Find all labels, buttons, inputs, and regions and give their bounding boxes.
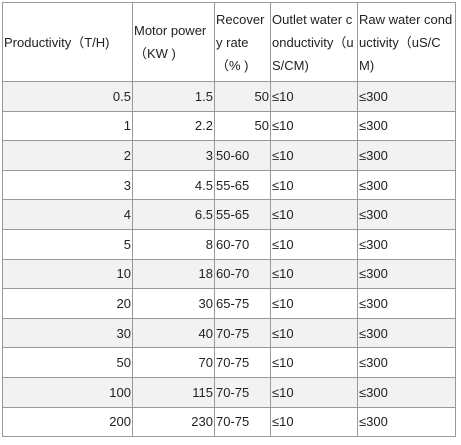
table-cell: ≤10 bbox=[270, 317, 358, 349]
table-cell: ≤300 bbox=[357, 81, 456, 112]
table-cell: 5 bbox=[2, 228, 133, 260]
table-cell: 0.5 bbox=[2, 81, 133, 112]
table-cell: 70-75 bbox=[214, 376, 271, 408]
table-row: 2 3 50-60 ≤10 ≤300 bbox=[2, 140, 456, 171]
table-cell: 70-75 bbox=[214, 317, 271, 349]
table-cell: ≤10 bbox=[270, 347, 358, 378]
table-cell: ≤10 bbox=[270, 406, 358, 438]
table-cell: ≤10 bbox=[270, 140, 358, 171]
table-cell: 10 bbox=[2, 258, 133, 290]
table-cell: ≤300 bbox=[357, 376, 456, 408]
table-cell: 55-65 bbox=[214, 199, 271, 230]
header-cell: Recovery rate（% ) bbox=[214, 2, 271, 82]
table-cell: ≤300 bbox=[357, 406, 456, 438]
table-cell: ≤300 bbox=[357, 317, 456, 349]
table-cell: 115 bbox=[132, 376, 215, 408]
table-cell: 70 bbox=[132, 347, 215, 378]
header-cell: Productivity（T/H) bbox=[2, 2, 133, 82]
table-cell: ≤10 bbox=[270, 258, 358, 290]
table-cell: 30 bbox=[2, 317, 133, 349]
table-cell: ≤10 bbox=[270, 228, 358, 260]
header-row: Productivity（T/H) Motor power（KW ) Recover… bbox=[2, 2, 456, 82]
table-cell: 100 bbox=[2, 376, 133, 408]
table-cell: 2.2 bbox=[132, 110, 215, 142]
table-cell: ≤300 bbox=[357, 169, 456, 201]
table-cell: 20 bbox=[2, 288, 133, 319]
table-cell: 6.5 bbox=[132, 199, 215, 230]
table-cell: ≤10 bbox=[270, 376, 358, 408]
table-cell: 3 bbox=[2, 169, 133, 201]
table-cell: ≤10 bbox=[270, 169, 358, 201]
table-cell: 30 bbox=[132, 288, 215, 319]
table-cell: 55-65 bbox=[214, 169, 271, 201]
table-row: 100 115 70-75 ≤10 ≤300 bbox=[2, 376, 456, 408]
table-cell: 200 bbox=[2, 406, 133, 438]
table-cell: ≤300 bbox=[357, 228, 456, 260]
table-cell: 230 bbox=[132, 406, 215, 438]
table-cell: 50-60 bbox=[214, 140, 271, 171]
table-cell: ≤300 bbox=[357, 288, 456, 319]
table-cell: 70-75 bbox=[214, 347, 271, 378]
table-cell: 1 bbox=[2, 110, 133, 142]
table-cell: 18 bbox=[132, 258, 215, 290]
table-cell: ≤10 bbox=[270, 199, 358, 230]
table-cell: ≤10 bbox=[270, 81, 358, 112]
table-cell: 3 bbox=[132, 140, 215, 171]
table-row: 200 230 70-75 ≤10 ≤300 bbox=[2, 406, 456, 438]
table-cell: 60-70 bbox=[214, 228, 271, 260]
table-row: 5 8 60-70 ≤10 ≤300 bbox=[2, 228, 456, 260]
table-row: 30 40 70-75 ≤10 ≤300 bbox=[2, 317, 456, 349]
table-cell: 40 bbox=[132, 317, 215, 349]
table-row: 3 4.5 55-65 ≤10 ≤300 bbox=[2, 169, 456, 201]
table-cell: 8 bbox=[132, 228, 215, 260]
table-row: 0.5 1.5 50 ≤10 ≤300 bbox=[2, 81, 456, 112]
table-cell: ≤10 bbox=[270, 110, 358, 142]
table-cell: 50 bbox=[214, 110, 271, 142]
header-cell: Outlet water conductivity（uS/CM) bbox=[270, 2, 358, 82]
table-row: 10 18 60-70 ≤10 ≤300 bbox=[2, 258, 456, 290]
spec-table: Productivity（T/H) Motor power（KW ) Recover… bbox=[2, 2, 456, 438]
header-cell: Motor power（KW ) bbox=[132, 2, 215, 82]
header-cell: Raw water conductivity（uS/CM) bbox=[357, 2, 456, 82]
table-row: 1 2.2 50 ≤10 ≤300 bbox=[2, 110, 456, 142]
table-row: 20 30 65-75 ≤10 ≤300 bbox=[2, 288, 456, 319]
table-cell: 50 bbox=[2, 347, 133, 378]
table-cell: ≤300 bbox=[357, 199, 456, 230]
table-cell: 70-75 bbox=[214, 406, 271, 438]
table-cell: 50 bbox=[214, 81, 271, 112]
table-body: Productivity（T/H) Motor power（KW ) Recover… bbox=[2, 2, 456, 438]
table-cell: 2 bbox=[2, 140, 133, 171]
table-cell: 4 bbox=[2, 199, 133, 230]
table-cell: 4.5 bbox=[132, 169, 215, 201]
table-cell: ≤300 bbox=[357, 347, 456, 378]
table-cell: ≤300 bbox=[357, 110, 456, 142]
table-cell: ≤10 bbox=[270, 288, 358, 319]
table-row: 50 70 70-75 ≤10 ≤300 bbox=[2, 347, 456, 378]
table-cell: ≤300 bbox=[357, 258, 456, 290]
table-cell: 65-75 bbox=[214, 288, 271, 319]
table-cell: ≤300 bbox=[357, 140, 456, 171]
table-cell: 1.5 bbox=[132, 81, 215, 112]
table-row: 4 6.5 55-65 ≤10 ≤300 bbox=[2, 199, 456, 230]
table-cell: 60-70 bbox=[214, 258, 271, 290]
